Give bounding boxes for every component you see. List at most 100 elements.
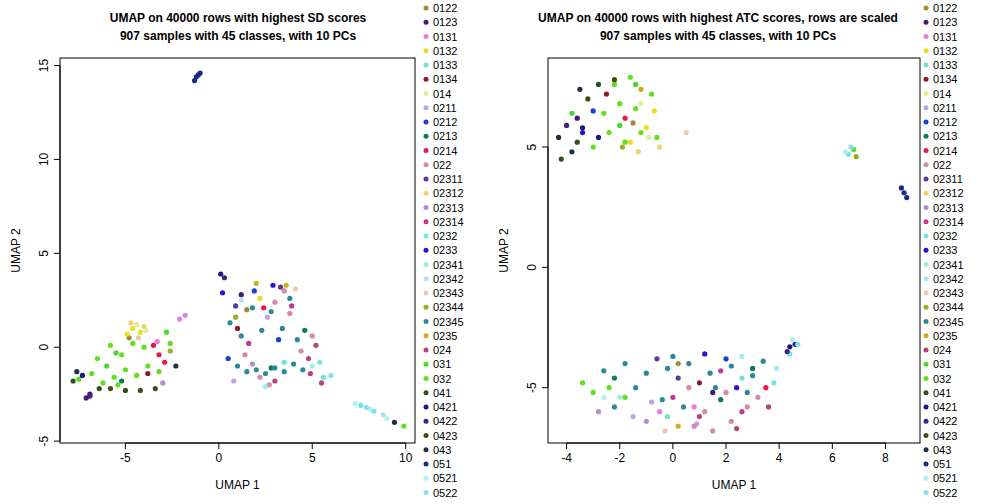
point: [628, 75, 633, 80]
legend-label: 0233: [933, 244, 957, 256]
point: [580, 380, 585, 385]
point: [644, 419, 649, 424]
legend-marker: [924, 333, 929, 338]
point: [87, 393, 92, 398]
point: [108, 343, 113, 348]
point: [665, 414, 670, 419]
legend-marker: [924, 77, 929, 82]
point: [168, 341, 173, 346]
point: [242, 352, 247, 357]
point: [670, 354, 675, 359]
point: [328, 373, 333, 378]
point: [638, 101, 643, 106]
point: [308, 371, 313, 376]
x-tick-label: -2: [614, 451, 625, 465]
point: [358, 403, 363, 408]
point: [298, 348, 303, 353]
point: [670, 395, 675, 400]
x-axis: [567, 443, 886, 444]
point: [291, 362, 296, 367]
point: [138, 388, 143, 393]
y-axis-label: UMAP 2: [497, 228, 511, 273]
point: [222, 275, 227, 280]
legend-label: 0123: [433, 16, 457, 28]
point: [269, 309, 274, 314]
title: UMAP on 40000 rows with highest SD score…: [110, 11, 367, 25]
point: [771, 380, 776, 385]
point: [564, 123, 569, 128]
legend-label: 0133: [433, 59, 457, 71]
background: [0, 0, 1008, 504]
point: [141, 324, 146, 329]
point: [244, 369, 249, 374]
legend-marker: [924, 248, 929, 253]
legend-marker: [924, 234, 929, 239]
legend-label: 0521: [433, 472, 457, 484]
legend-marker: [924, 419, 929, 424]
point: [283, 283, 288, 288]
legend-label: 041: [433, 387, 451, 399]
legend-marker: [924, 305, 929, 310]
legend-label: 0235: [933, 330, 957, 342]
point: [710, 390, 715, 395]
point: [278, 285, 283, 290]
point: [384, 416, 389, 421]
legend-label: 0212: [433, 116, 457, 128]
point: [381, 412, 386, 417]
point: [263, 384, 268, 389]
point: [233, 315, 238, 320]
legend-marker: [424, 177, 429, 182]
subtitle: 907 samples with 45 classes, with 10 PCs: [600, 29, 836, 43]
legend-marker: [424, 205, 429, 210]
legend-label: 0423: [433, 430, 457, 442]
legend-label: 0211: [433, 102, 457, 114]
point: [591, 144, 596, 149]
point: [702, 409, 707, 414]
point: [601, 395, 606, 400]
plot-frame: [60, 58, 415, 443]
point: [239, 292, 244, 297]
legend-label: 043: [933, 444, 951, 456]
point: [718, 368, 723, 373]
point: [70, 378, 75, 383]
point: [596, 82, 601, 87]
x-tick-label: -4: [561, 451, 572, 465]
point: [313, 343, 318, 348]
legend-label: 02345: [933, 316, 964, 328]
legend-label: 0122: [433, 2, 457, 14]
legend-label: 051: [433, 458, 451, 470]
point: [95, 356, 100, 361]
point: [244, 307, 249, 312]
point: [612, 77, 617, 82]
legend-label: 032: [933, 373, 951, 385]
legend-label: 0232: [933, 230, 957, 242]
legend-marker: [424, 77, 429, 82]
point: [123, 388, 128, 393]
legend-label: 0134: [433, 73, 457, 85]
point: [306, 356, 311, 361]
point: [153, 386, 158, 391]
point: [156, 352, 161, 357]
point: [580, 125, 585, 130]
legend-label: 02342: [433, 273, 464, 285]
point: [899, 185, 904, 190]
legend-marker: [924, 48, 929, 53]
x-tick-label: 5: [309, 451, 316, 465]
legend-label: 02313: [933, 202, 964, 214]
point: [319, 380, 324, 385]
legend-marker: [424, 48, 429, 53]
legend-label: 0214: [433, 145, 457, 157]
point: [585, 96, 590, 101]
legend-marker: [424, 305, 429, 310]
point: [633, 385, 638, 390]
point: [633, 82, 638, 87]
point: [617, 395, 622, 400]
legend-label: 0212: [933, 116, 957, 128]
legend-label: 02343: [433, 287, 464, 299]
point: [227, 320, 232, 325]
point: [123, 367, 128, 372]
point: [790, 337, 795, 342]
point: [254, 367, 259, 372]
point: [74, 369, 79, 374]
legend: 0122012301310132013301340140211021202130…: [424, 2, 464, 499]
